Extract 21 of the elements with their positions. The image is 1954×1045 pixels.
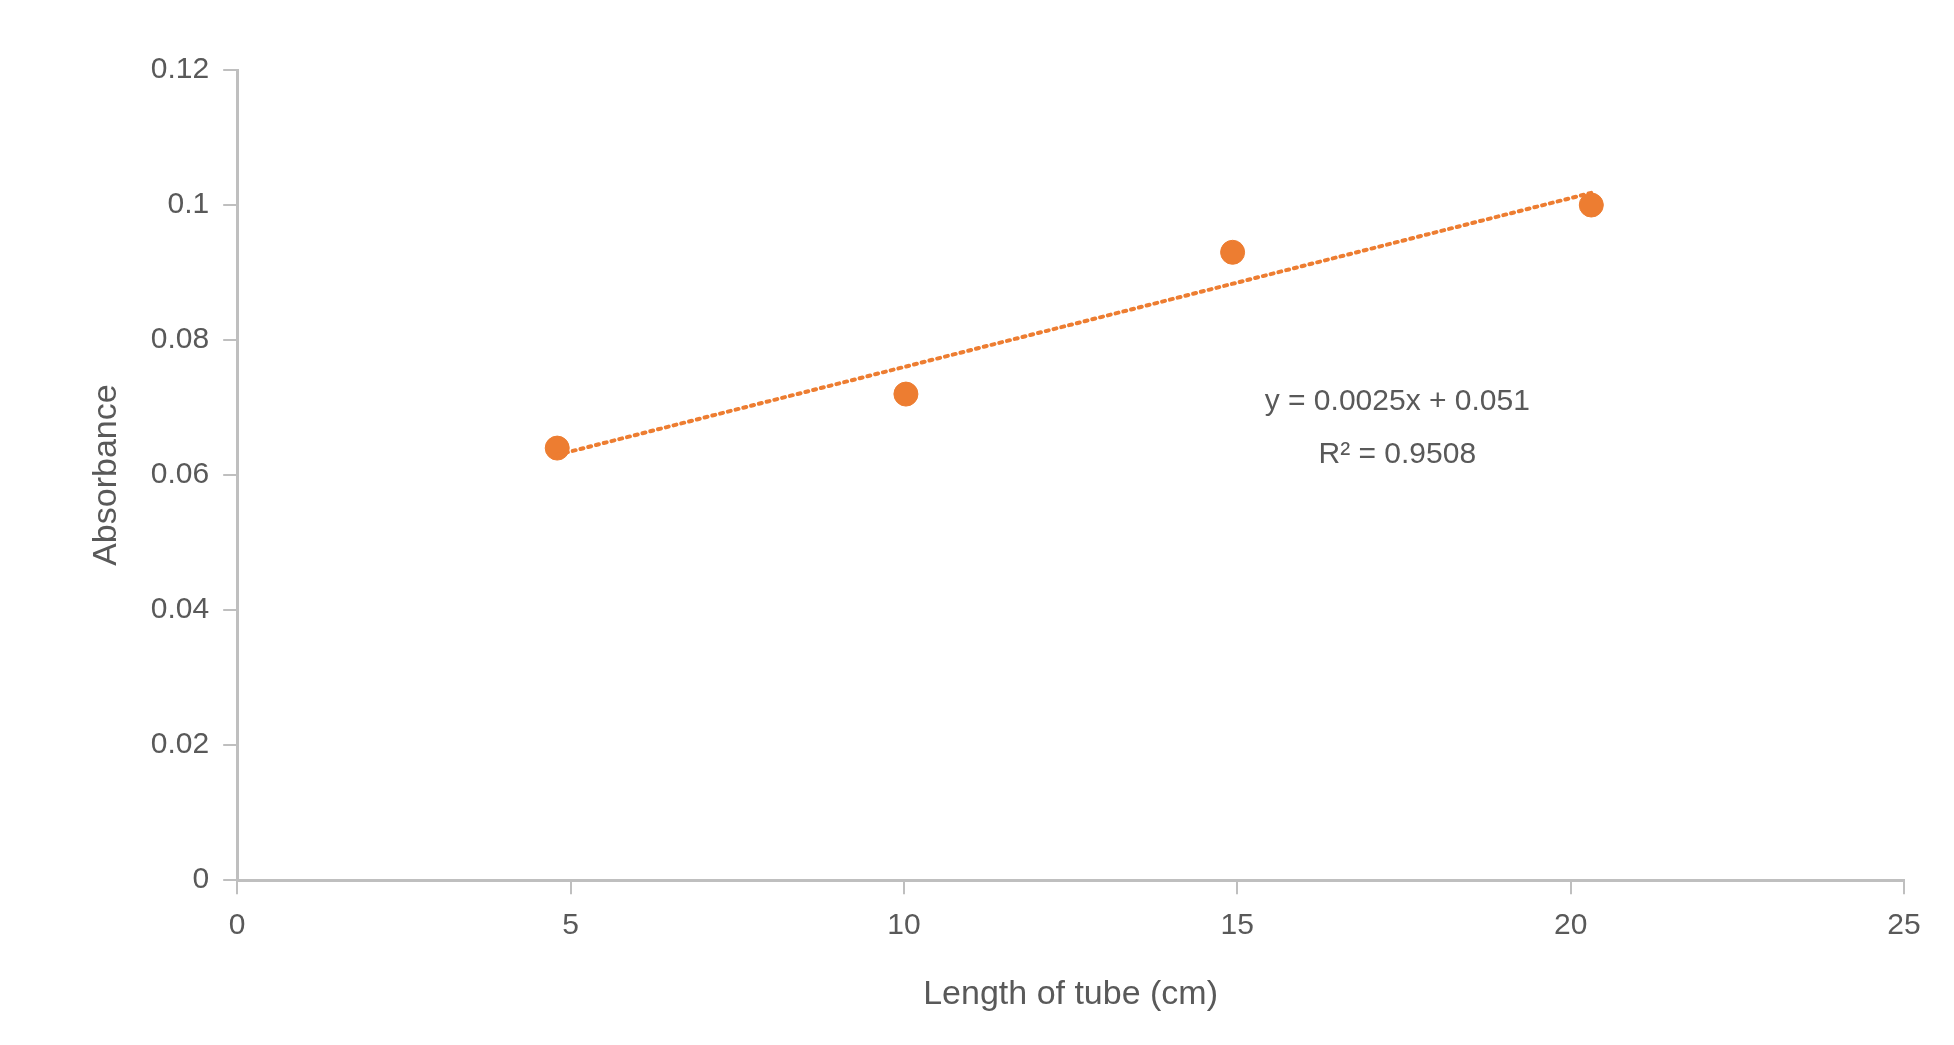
annotation: y = 0.0025x + 0.051 — [1264, 383, 1530, 417]
point — [1220, 239, 1246, 265]
point — [893, 381, 919, 407]
y-tick-label: 0.1 — [167, 186, 210, 220]
x-tick-label: 20 — [1553, 907, 1588, 941]
x-axis-title: Length of tube (cm) — [923, 972, 1219, 1011]
x-tick-label: 10 — [887, 907, 921, 941]
y-tick-label: 0 — [192, 861, 210, 895]
point — [544, 435, 570, 461]
x-tick-label: 5 — [562, 907, 579, 941]
y-tick-label: 0.08 — [150, 321, 210, 355]
annotation: R² = 0.9508 — [1318, 436, 1477, 470]
x-tick-label: 25 — [1887, 907, 1921, 941]
y-axis-title: Absorbance — [84, 384, 123, 566]
y-tick-label: 0.02 — [150, 726, 210, 760]
x-tick-label: 0 — [228, 907, 246, 941]
x-tick-label: 15 — [1220, 907, 1254, 941]
y-tick-label: 0.04 — [150, 591, 210, 625]
point — [1578, 192, 1604, 218]
y-tick-label: 0.06 — [150, 456, 210, 490]
y-tick-label: 0.12 — [150, 51, 210, 85]
